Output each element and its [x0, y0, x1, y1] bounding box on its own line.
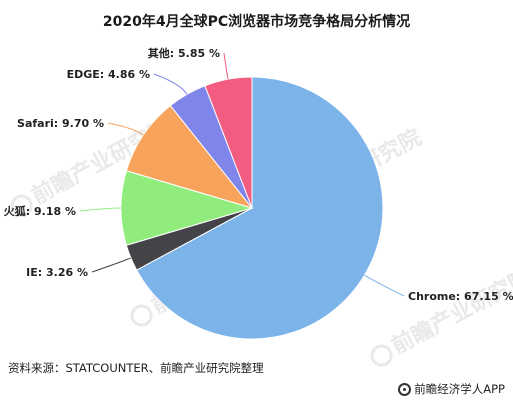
- connector-line-3: [79, 207, 122, 212]
- slice-label-4: Safari: 9.70 %: [17, 117, 104, 130]
- footer-brand: 前瞻经济学人APP: [398, 381, 505, 397]
- connector-line-6: [223, 52, 229, 80]
- source-note: 资料来源：STATCOUNTER、前瞻产业研究院整理: [8, 361, 264, 375]
- slice-label-2: IE: 3.26 %: [26, 266, 88, 279]
- pie-slice-4: [125, 104, 254, 209]
- pie-slices: [120, 76, 384, 340]
- connector-line-4: [107, 122, 144, 136]
- brand-logo-icon: [398, 382, 412, 396]
- slice-label-3: 火狐: 9.18 %: [4, 204, 76, 218]
- connector-line-1: [364, 274, 405, 297]
- footer-brand-label: 前瞻经济学人APP: [414, 382, 505, 396]
- connector-line-2: [91, 257, 132, 273]
- pie-slice-1: [135, 76, 384, 340]
- slice-label-1: Chrome: 67.15 %: [408, 290, 513, 303]
- pie-chart: Chrome: 67.15 % IE: 3.26 % 火狐: 9.18 % Safar…: [4, 46, 513, 340]
- slice-label-5: EDGE: 4.86 %: [67, 68, 150, 81]
- slice-labels: Chrome: 67.15 % IE: 3.26 % 火狐: 9.18 % Safar…: [4, 46, 513, 303]
- connector-line-5: [153, 73, 188, 95]
- slice-label-6: 其他: 5.85 %: [148, 46, 220, 60]
- chart-title: 2020年4月全球PC浏览器市场竞争格局分析情况: [102, 14, 411, 30]
- footer-bar: 前瞻经济学人APP: [0, 376, 513, 402]
- pie-slice-6: [204, 76, 253, 209]
- label-connectors: [79, 52, 405, 297]
